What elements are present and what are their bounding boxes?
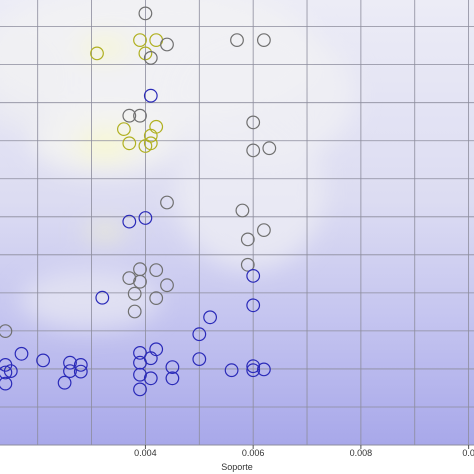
x-tick-label: 0.0 <box>462 448 474 458</box>
data-point <box>63 364 77 379</box>
data-point <box>246 298 261 313</box>
data-point <box>133 33 147 47</box>
data-point <box>160 278 174 293</box>
data-point <box>246 143 261 158</box>
data-point <box>262 141 277 156</box>
data-point <box>73 364 88 379</box>
data-point <box>0 376 13 391</box>
data-point <box>122 108 137 123</box>
data-point <box>133 274 147 289</box>
data-point <box>160 37 174 52</box>
data-point <box>246 269 261 283</box>
data-point <box>90 46 104 61</box>
data-point <box>246 115 261 130</box>
data-point <box>165 360 180 375</box>
data-point <box>14 346 29 361</box>
data-point <box>235 203 250 218</box>
density-layer <box>0 0 355 330</box>
data-point <box>192 352 207 367</box>
data-point <box>127 304 142 319</box>
data-point <box>122 136 137 151</box>
data-point <box>36 353 50 368</box>
data-point <box>240 257 255 272</box>
data-point <box>73 358 88 372</box>
data-point <box>138 6 153 21</box>
data-point <box>122 214 137 229</box>
data-point <box>133 108 147 123</box>
data-point <box>138 211 153 225</box>
data-point <box>240 232 255 247</box>
data-point <box>257 33 271 47</box>
data-point <box>203 310 218 325</box>
data-point <box>224 363 239 378</box>
data-point <box>0 324 13 338</box>
data-point <box>246 363 261 378</box>
data-point <box>133 346 147 360</box>
data-point <box>165 371 180 386</box>
data-point <box>122 271 137 286</box>
data-point <box>0 365 13 380</box>
x-ticks: 0.004 0.006 0.008 0.0 <box>134 445 474 458</box>
data-point <box>57 375 72 390</box>
grid <box>0 0 474 445</box>
data-points <box>0 6 277 397</box>
data-point <box>230 33 244 47</box>
x-tick-label: 0.008 <box>350 448 373 458</box>
data-point <box>149 263 164 278</box>
data-point <box>143 88 158 103</box>
data-point <box>3 364 18 379</box>
data-point <box>257 362 271 377</box>
data-point <box>63 355 77 370</box>
data-point <box>246 359 261 374</box>
data-point <box>133 355 147 370</box>
x-tick-label: 0.004 <box>134 448 157 458</box>
data-point <box>143 51 158 65</box>
data-point <box>116 122 131 137</box>
data-point <box>257 223 271 238</box>
data-point <box>192 327 207 342</box>
data-point <box>95 290 110 305</box>
data-point <box>143 371 158 386</box>
data-point <box>138 46 153 61</box>
data-point <box>143 136 158 151</box>
x-axis-title: Soporte <box>221 462 253 472</box>
x-tick-label: 0.006 <box>242 448 265 458</box>
data-point <box>149 291 164 306</box>
data-point <box>160 195 174 210</box>
data-point <box>133 382 147 397</box>
data-point <box>127 286 142 301</box>
